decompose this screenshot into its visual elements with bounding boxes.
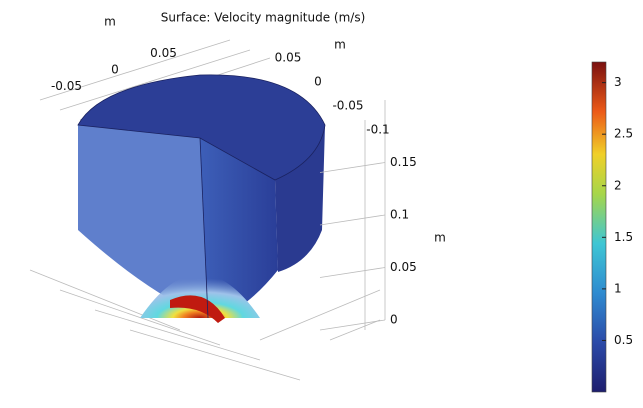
y-axis-label: m [334,38,346,52]
y-tick-label: 0 [314,75,322,89]
y-tick-label: -0.05 [332,99,363,113]
x-tick-label: 0 [111,63,119,77]
colorbar-tick-label: 2 [614,178,622,192]
z-tick-label: 0.15 [390,155,417,169]
grid-line [320,163,385,173]
colorbar-tick-label: 1 [614,281,622,295]
colorbar-tick-label: 0.5 [614,333,633,347]
colorbar-tick-label: 3 [614,75,622,89]
z-axis-label: m [434,231,446,245]
x-tick-label: -0.05 [51,79,82,93]
grid-line [320,268,385,278]
z-tick-label: 0 [390,313,398,327]
y-tick-label: 0.05 [275,51,302,65]
z-tick-label: 0.1 [390,208,409,222]
grid-line [320,320,385,330]
y-tick-label: -0.1 [366,123,389,137]
x-axis-label: m [104,15,116,29]
grid-line [320,215,385,225]
z-tick-label: 0.05 [390,260,417,274]
colorbar-tick-label: 2.5 [614,127,633,141]
cylinder [78,75,325,323]
colorbar-tick-label: 1.5 [614,230,633,244]
chart-title: Surface: Velocity magnitude (m/s) [161,11,366,25]
colorbar [592,62,606,392]
chart: Surface: Velocity magnitude (m/s) m m m … [0,0,643,408]
x-tick-label: 0.05 [150,46,177,60]
